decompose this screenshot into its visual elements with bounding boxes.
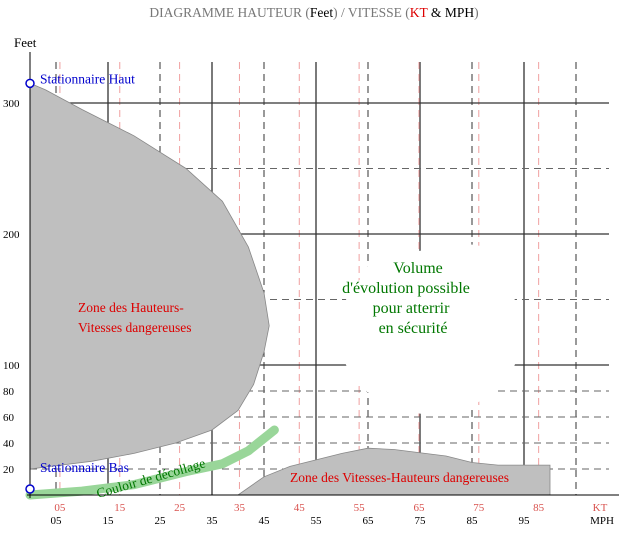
point-marker: [25, 78, 35, 89]
point-label: Stationnaire Bas: [40, 460, 129, 475]
x-tick-label-kt: 45: [294, 502, 306, 514]
y-tick-label: 200: [3, 229, 20, 241]
y-tick-label: 300: [3, 98, 20, 110]
danger-zone-1-label: Zone des Hauteurs-: [78, 300, 184, 315]
x-unit-kt: KT: [593, 502, 608, 514]
x-tick-label-mph: 75: [415, 515, 427, 527]
x-tick-label-mph: 15: [103, 515, 115, 527]
title-prefix: DIAGRAMME HAUTEUR (: [149, 5, 310, 20]
x-tick-label-mph: 95: [519, 515, 531, 527]
x-tick-label-kt: 85: [533, 502, 545, 514]
x-tick-label-mph: 45: [259, 515, 271, 527]
danger-zone-1-label: Vitesses dangereuses: [78, 320, 192, 335]
title-amp: &: [428, 5, 445, 20]
y-tick-label: 40: [3, 438, 15, 450]
x-unit-mph: MPH: [590, 515, 614, 527]
x-tick-label-kt: 75: [473, 502, 485, 514]
x-tick-label-kt: 55: [354, 502, 366, 514]
safe-volume-label: pour atterrir: [373, 300, 451, 317]
x-tick-label-kt: 65: [413, 502, 425, 514]
x-tick-label-kt: 15: [114, 502, 126, 514]
chart-title: DIAGRAMME HAUTEUR (Feet) / VITESSE (KT &…: [149, 5, 478, 20]
safe-volume-mask: [338, 244, 523, 415]
x-tick-label-kt: 05: [54, 502, 66, 514]
safe-volume-label: d'évolution possible: [342, 280, 470, 297]
x-tick-label-mph: 35: [207, 515, 219, 527]
title-middle: ) / VITESSE (: [333, 5, 410, 20]
safe-volume-label: Volume: [393, 260, 442, 277]
x-tick-label-mph: 25: [155, 515, 167, 527]
safe-volume-label: en sécurité: [379, 320, 448, 337]
x-tick-label-mph: 05: [51, 515, 63, 527]
point-label: Stationnaire Haut: [40, 71, 135, 86]
danger-zone-2-label: Zone des Vitesses-Hauteurs dangereuses: [290, 470, 509, 485]
title-suffix: ): [474, 5, 479, 20]
title-feet: Feet: [310, 5, 333, 20]
safe-volume-area: [420, 244, 511, 305]
takeoff-corridor-band: [25, 425, 279, 500]
danger-zones: [29, 82, 551, 496]
y-tick-label: 60: [3, 412, 15, 424]
x-tick-label-mph: 65: [363, 515, 375, 527]
x-tick-label-mph: 55: [311, 515, 323, 527]
title-mph: MPH: [445, 5, 475, 20]
x-tick-label-kt: 35: [234, 502, 246, 514]
x-tick-label-mph: 85: [467, 515, 479, 527]
y-axis-label: Feet: [14, 35, 37, 50]
danger-zone-1: [29, 82, 270, 470]
danger-zone-2: [236, 447, 551, 496]
safe-volume-area: [360, 254, 441, 311]
point-marker: [25, 484, 35, 494]
y-tick-label: 20: [3, 464, 15, 476]
y-tick-label: 100: [3, 360, 20, 372]
axes: [27, 52, 619, 498]
takeoff-corridor: [25, 425, 279, 500]
title-kt: KT: [410, 5, 429, 20]
x-tick-label-kt: 25: [174, 502, 186, 514]
y-tick-label: 80: [3, 386, 15, 398]
